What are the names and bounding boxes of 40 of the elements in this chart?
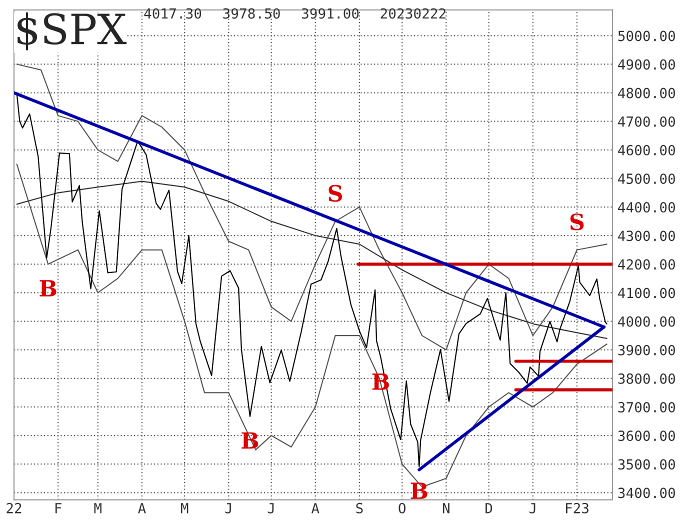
y-tick-label: 3900.00 <box>618 344 675 356</box>
y-tick-label: 4600.00 <box>618 144 675 156</box>
y-tick-label: 3400.00 <box>618 488 675 498</box>
y-tick-label: 4700.00 <box>618 116 675 127</box>
x-tick-label: S <box>356 502 363 514</box>
y-tick-label: 3500.00 <box>618 459 675 470</box>
x-tick-label: J <box>529 503 536 514</box>
x-tick-label: O <box>398 502 406 514</box>
x-tick-label: D <box>486 503 492 514</box>
annotation: B <box>410 482 428 499</box>
x-tick-label: A <box>311 503 320 514</box>
y-tick-label: 4000.00 <box>618 316 675 327</box>
annotation: S <box>328 184 342 202</box>
annotation: 20230222 <box>380 8 446 19</box>
y-tick-label: 4500.00 <box>618 173 675 184</box>
y-tick-label: 3700.00 <box>618 402 675 412</box>
x-tick-label: M <box>180 503 188 514</box>
annotation: 4017.30 <box>144 8 202 19</box>
x-tick-label: J <box>225 503 231 514</box>
y-tick-label: 4300.00 <box>618 230 675 242</box>
chart-title: $SPX <box>18 12 127 50</box>
y-tick-label: 5000.00 <box>618 30 675 42</box>
y-tick-label: 4900.00 <box>618 59 675 70</box>
y-tick-label: 4800.00 <box>618 88 675 98</box>
y-tick-label: 3800.00 <box>618 373 675 384</box>
x-tick-label: 22 <box>6 502 22 514</box>
y-tick-label: 4400.00 <box>618 202 675 213</box>
x-tick-label: N <box>442 503 450 514</box>
x-tick-label: A <box>138 503 146 514</box>
x-tick-label: J <box>268 503 274 514</box>
annotation: B <box>40 280 56 296</box>
x-tick-label: F23 <box>566 502 588 514</box>
y-tick-label: 3600.00 <box>618 430 675 442</box>
annotation: 3991.00 <box>302 8 359 19</box>
annotation: S <box>570 213 584 230</box>
x-tick-label: M <box>94 503 102 514</box>
annotation: 3978.50 <box>223 8 280 19</box>
x-tick-label: F <box>55 503 62 514</box>
y-tick-label: 4100.00 <box>618 288 675 298</box>
y-tick-label: 4200.00 <box>618 259 675 270</box>
